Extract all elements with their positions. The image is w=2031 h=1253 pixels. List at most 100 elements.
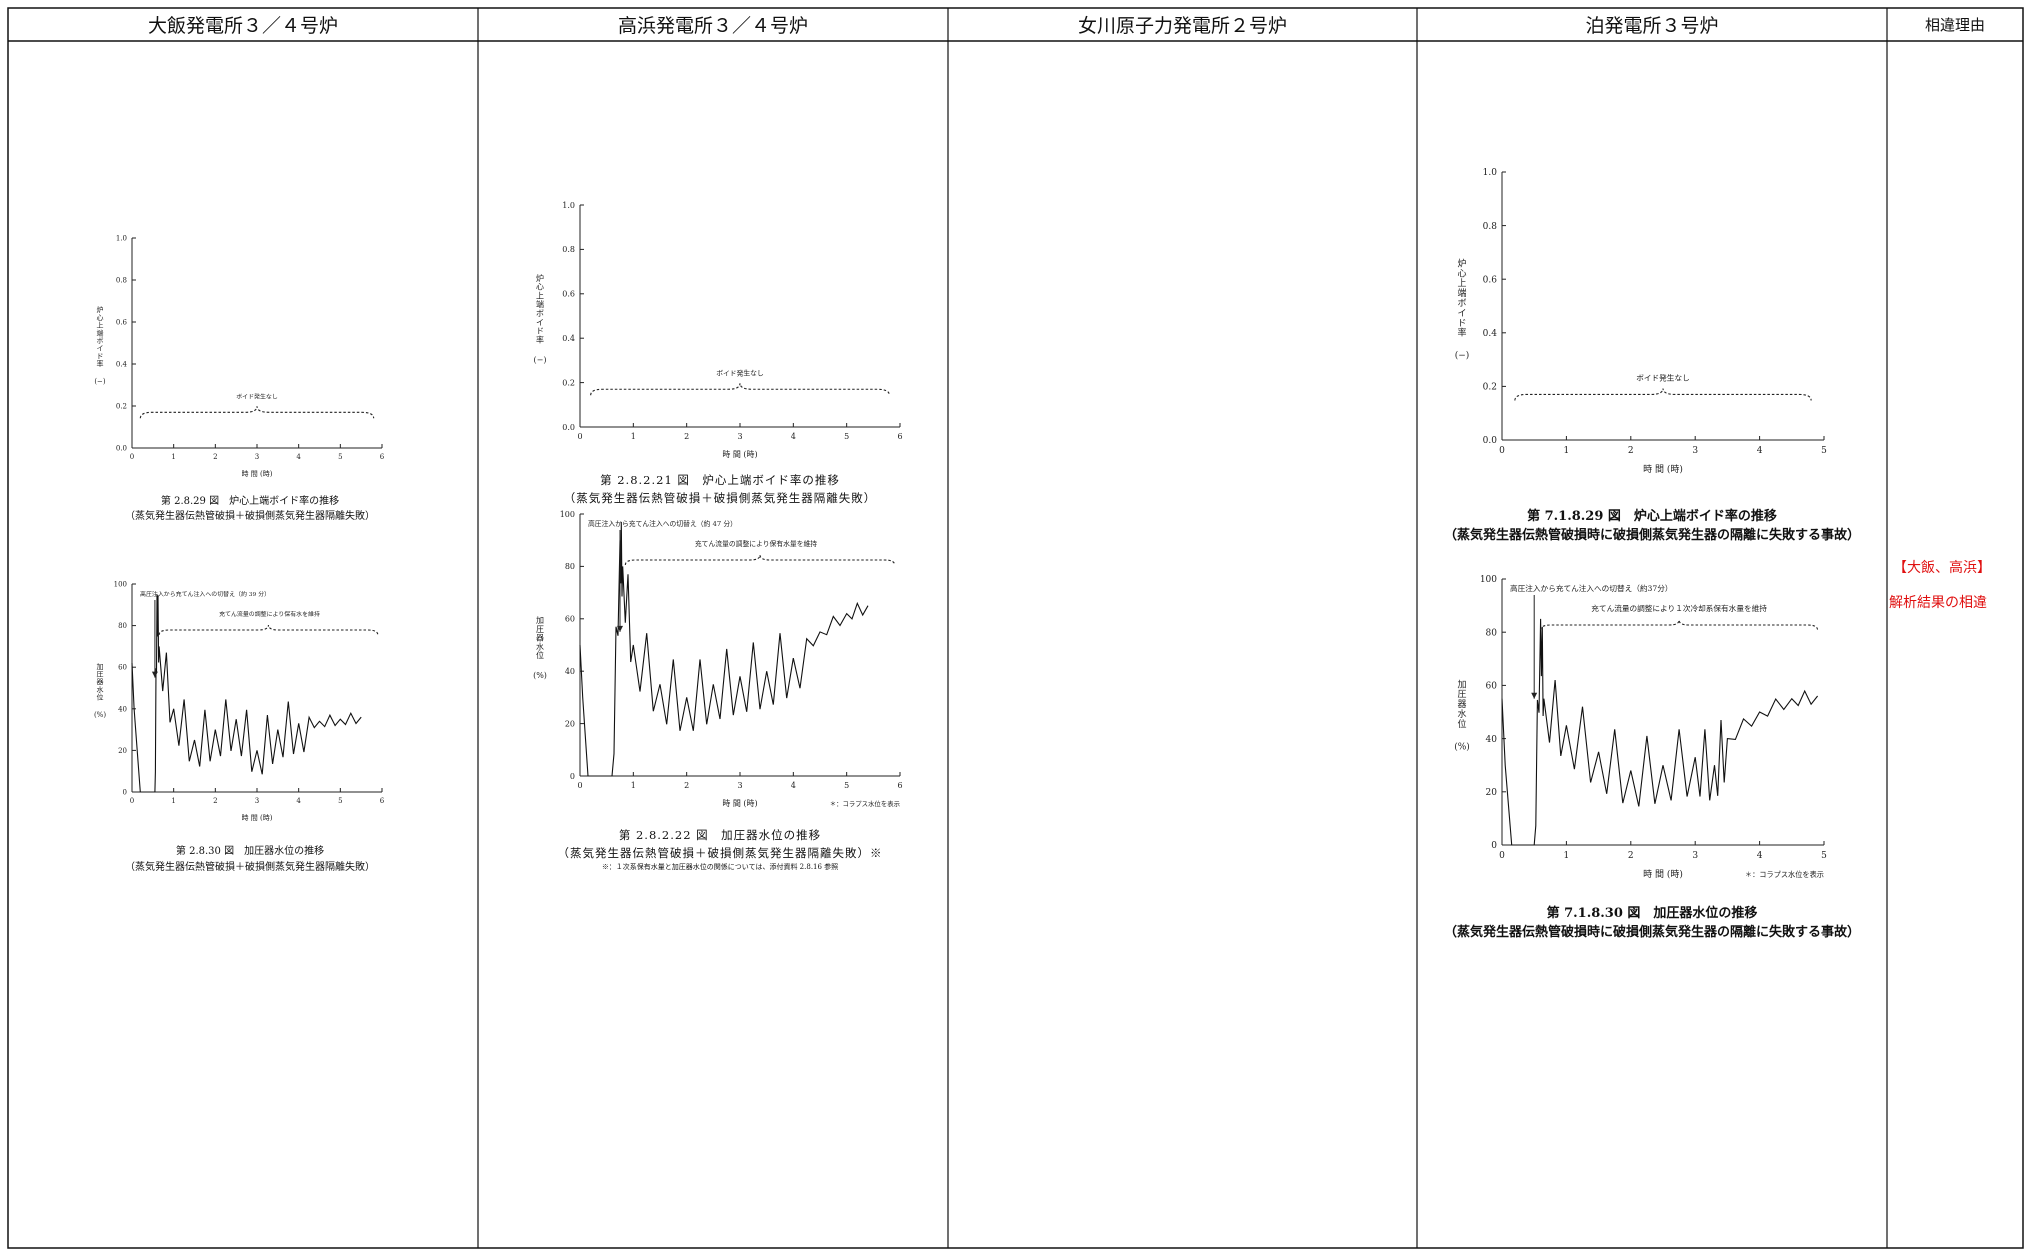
tomari-level-caption: 第 7.1.8.30 図 加圧器水位の推移 <box>1546 906 1758 921</box>
series-line <box>1501 618 1819 846</box>
y-axis-label-char: 心 <box>1457 268 1466 279</box>
y-axis-label-char: 器 <box>97 678 104 686</box>
y-axis-label-unit: (−) <box>94 378 106 386</box>
y-tick-label: 0.0 <box>562 423 575 432</box>
y-axis-label-char: 加 <box>536 615 544 625</box>
y-axis-label-char: 心 <box>97 314 104 322</box>
x-tick-label: 4 <box>1757 851 1763 861</box>
x-tick-label: 1 <box>631 781 636 790</box>
inventory-annotation: 充てん流量の調整により１次冷却系保有水量を維持 <box>1591 603 1767 613</box>
y-axis-label-char: イ <box>97 345 104 353</box>
y-tick-label: 100 <box>560 510 575 519</box>
ohi-level-caption: 第 2.8.30 図 加圧器水位の推移 <box>175 846 325 857</box>
y-axis-label-unit: (%) <box>1454 741 1470 752</box>
y-tick-label: 100 <box>1480 575 1497 585</box>
x-tick-label: 2 <box>213 453 217 461</box>
y-axis-label-char: イ <box>1457 309 1466 319</box>
switchover-annotation: 高圧注入から充てん注入への切替え（約 39 分） <box>140 590 270 598</box>
y-tick-label: 40 <box>565 667 575 676</box>
x-tick-label: 1 <box>171 453 175 461</box>
y-tick-label: 0.2 <box>1483 383 1497 393</box>
y-axis-label-char: 上 <box>1457 278 1466 289</box>
y-tick-label: 20 <box>565 719 575 728</box>
collapse-footnote: ＊：コラプス水位を表示 <box>1745 870 1824 879</box>
y-axis-label-char: ド <box>1457 319 1466 329</box>
x-tick-label: 4 <box>791 432 796 441</box>
arrow-head <box>151 671 158 678</box>
x-axis-label: 時 間 (時) <box>242 814 273 822</box>
y-axis-label-char: 位 <box>536 650 544 660</box>
x-axis-label: 時 間 (時) <box>722 799 757 808</box>
y-tick-label: 60 <box>1486 682 1498 692</box>
y-tick-label: 20 <box>118 747 127 755</box>
y-tick-label: 1.0 <box>562 201 575 210</box>
x-tick-label: 0 <box>130 453 134 461</box>
y-axis-label-char: 位 <box>1457 718 1466 730</box>
no-void-brace <box>590 383 890 396</box>
y-axis-label-char: 心 <box>536 283 544 292</box>
x-tick-label: 5 <box>1821 851 1827 861</box>
ohi-void-caption: 第 2.8.29 図 炉心上端ボイド率の推移 <box>160 496 340 507</box>
y-axis-label-char: 端 <box>1457 287 1466 299</box>
y-axis-label-char: ボ <box>1457 298 1466 309</box>
y-tick-label: 100 <box>114 580 127 588</box>
tomari-level-subcaption: （蒸気発生器伝熱管破損時に破損側蒸気発生器の隔離に失敗する事故） <box>1443 925 1860 940</box>
x-tick-label: 2 <box>213 797 217 805</box>
x-tick-label: 3 <box>255 453 259 461</box>
x-axis-label: 時 間 (時) <box>1643 869 1683 880</box>
x-tick-label: 6 <box>380 797 385 805</box>
y-tick-label: 0.0 <box>1483 436 1498 446</box>
x-tick-label: 1 <box>1564 446 1570 456</box>
takahama-level-chart: 0 20 40 60 80 100 0 1 2 3 4 5 6 時 間 (時) 加圧器水位 (%) 高圧注入から… <box>533 510 902 808</box>
difference-plants: 【大飯、高浜】 <box>1893 560 1991 576</box>
y-axis-label-char: 水 <box>1457 708 1466 720</box>
y-tick-label: 40 <box>118 705 127 713</box>
x-tick-label: 5 <box>1821 446 1827 456</box>
y-tick-label: 60 <box>565 615 575 624</box>
x-tick-label: 3 <box>255 797 259 805</box>
y-tick-label: 0.4 <box>1483 329 1498 339</box>
takahama-level-subcaption: （蒸気発生器伝熱管破損＋破損側蒸気発生器隔離失敗）※ <box>557 846 883 860</box>
x-tick-label: 1 <box>171 797 175 805</box>
y-axis-label-char: 器 <box>536 634 544 643</box>
inventory-annotation: 充てん流量の調整により保有水量を維持 <box>695 539 817 548</box>
y-axis-label-char: 端 <box>97 328 104 337</box>
ohi-level-subcaption: （蒸気発生器伝熱管破損＋破損側蒸気発生器隔離失敗） <box>125 862 375 873</box>
x-axis-label: 時 間 (時) <box>242 470 273 478</box>
y-tick-label: 80 <box>565 562 575 571</box>
inventory-brace <box>158 624 379 636</box>
y-tick-label: 0 <box>123 788 127 796</box>
no-void-annotation: ボイド発生なし <box>1636 372 1689 382</box>
series-line <box>579 521 869 777</box>
column-header-onagawa: 女川原子力発電所２号炉 <box>1077 14 1287 37</box>
tomari-void-chart: 0.0 0.2 0.4 0.6 0.8 1.0 0 1 2 3 4 5 時 間 (時) 炉心上端ボイド率 (… <box>1455 168 1827 475</box>
y-axis-label-unit: (%) <box>533 671 547 680</box>
y-axis-label-char: 率 <box>536 334 544 344</box>
column-header-reason: 相違理由 <box>1924 15 1985 34</box>
y-axis-label-char: 炉 <box>97 305 104 314</box>
x-tick-label: 0 <box>130 797 134 805</box>
tomari-void-caption: 第 7.1.8.29 図 炉心上端ボイド率の推移 <box>1527 509 1777 524</box>
takahama-void-chart: 0.0 0.2 0.4 0.6 0.8 1.0 0 1 2 3 4 5 6 時 間 (時) 炉心上端ボイド率… <box>534 201 903 459</box>
x-tick-label: 2 <box>684 781 689 790</box>
y-axis-label-char: ド <box>97 352 104 360</box>
x-axis-label: 時 間 (時) <box>1643 464 1683 475</box>
x-tick-label: 1 <box>631 432 636 441</box>
no-void-brace <box>139 406 375 419</box>
y-axis-label-char: 率 <box>97 359 104 368</box>
series-line <box>131 594 362 793</box>
y-tick-label: 0.0 <box>116 444 127 452</box>
y-tick-label: 0 <box>1491 841 1497 851</box>
y-axis-label-char: 圧 <box>97 670 104 678</box>
x-tick-label: 3 <box>1692 851 1698 861</box>
y-tick-label: 80 <box>118 622 127 630</box>
x-tick-label: 0 <box>1499 446 1505 456</box>
no-void-annotation: ボイド発生なし <box>716 368 764 377</box>
x-tick-label: 4 <box>296 453 301 461</box>
y-axis-label-char: 器 <box>1457 699 1466 710</box>
y-tick-label: 0.6 <box>562 290 575 299</box>
x-tick-label: 2 <box>684 432 689 441</box>
y-axis-label-char: 加 <box>97 662 104 671</box>
x-axis-label: 時 間 (時) <box>722 450 757 459</box>
